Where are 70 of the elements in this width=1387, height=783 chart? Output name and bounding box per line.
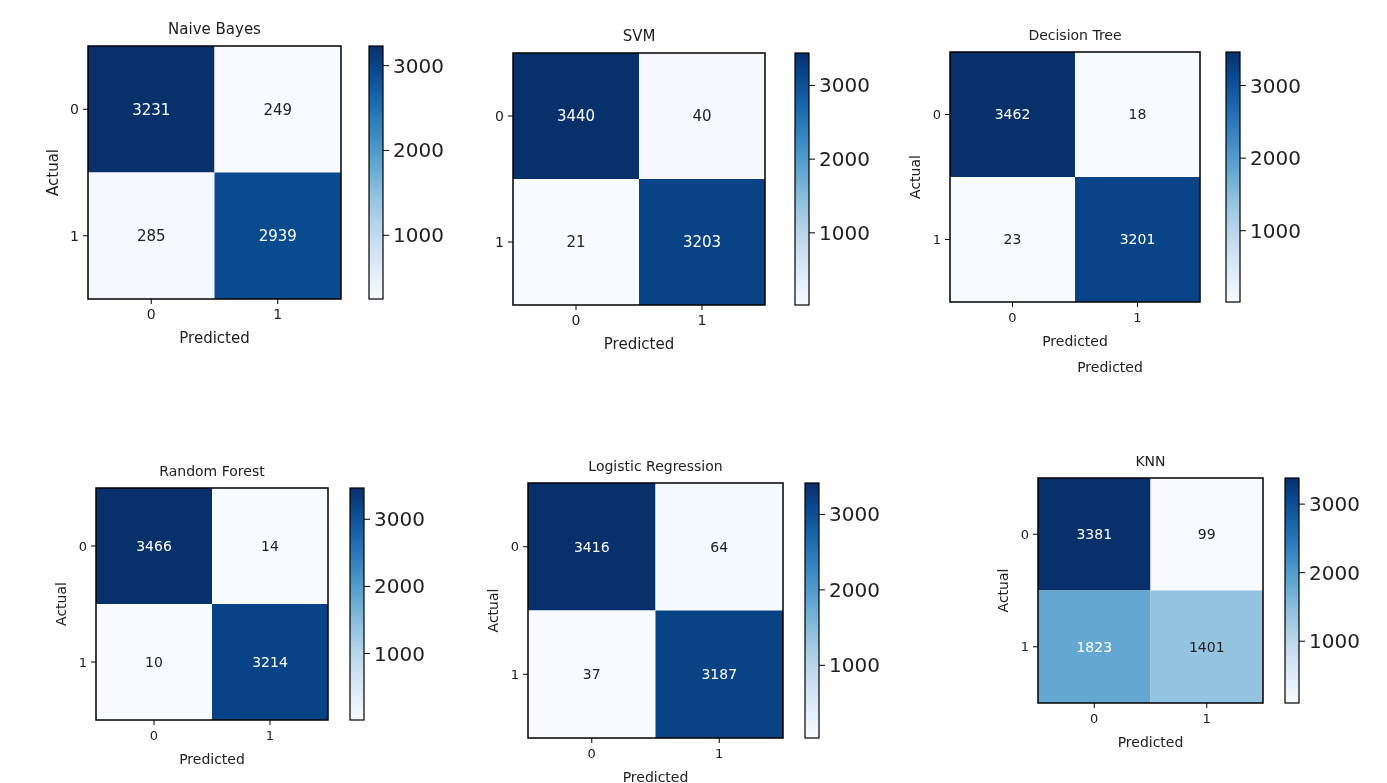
data-label: 21: [566, 233, 586, 252]
data-label: 1823: [1076, 638, 1113, 655]
chart-title: SVM: [622, 27, 656, 45]
color-bar-label: 1000: [1309, 629, 1360, 654]
y-tick-label: 0: [78, 538, 87, 554]
x-axis-title: Predicted: [1117, 734, 1184, 750]
y-tick-label: 1: [78, 654, 87, 670]
data-label: 3462: [994, 106, 1031, 123]
x-tick-label: 0: [146, 306, 156, 322]
color-bar-label: 2000: [1309, 560, 1360, 585]
chart-title: Decision Tree: [1028, 27, 1122, 43]
data-label: 3416: [573, 538, 610, 555]
data-label: 37: [582, 666, 601, 683]
x-tick-label: 1: [273, 306, 283, 322]
chart-title: Naive Bayes: [168, 20, 262, 38]
color-bar-label: 2000: [819, 147, 870, 172]
data-label: 3203: [682, 233, 722, 252]
data-label: 1401: [1188, 638, 1225, 655]
color-bar-label: 2000: [829, 577, 880, 602]
color-bar-label: 3000: [393, 53, 444, 78]
data-label: 249: [263, 100, 293, 119]
data-label: 14: [261, 537, 279, 554]
color-bar-label: 2000: [1250, 146, 1301, 171]
data-label: 3231: [132, 100, 171, 119]
x-tick-label: 0: [1008, 310, 1017, 325]
color-bar-label: 2000: [374, 574, 425, 599]
y-axis-title: Actual: [53, 582, 69, 626]
color-bar-label: 1000: [374, 641, 425, 666]
y-axis-title: Actual: [907, 155, 923, 199]
data-label: 3214: [252, 653, 288, 670]
data-label: 64: [710, 538, 729, 555]
x-axis-title: Predicted: [1042, 333, 1108, 349]
x-axis-title: Predicted: [622, 769, 689, 783]
chart-title: KNN: [1135, 453, 1166, 469]
data-label: 10: [145, 653, 163, 670]
data-label: 285: [136, 227, 166, 245]
color-bar-label: 3000: [829, 502, 880, 527]
data-label: 18: [1128, 106, 1147, 123]
color-bar-label: 1000: [1250, 218, 1301, 243]
data-label: 3201: [1119, 231, 1156, 248]
x-axis-title: Predicted: [179, 751, 245, 767]
chart-title: Logistic Regression: [588, 458, 723, 474]
y-axis-title: Actual: [44, 149, 62, 196]
data-label: 23: [1003, 231, 1022, 248]
x-tick-label: 1: [1133, 310, 1142, 325]
data-label: 3466: [136, 537, 172, 554]
x-tick-label: 1: [697, 312, 707, 328]
data-label: 40: [692, 107, 712, 126]
data-label: 3187: [701, 666, 738, 683]
data-label: 2939: [258, 227, 297, 245]
x-axis-title: Predicted: [603, 335, 675, 353]
color-bar-label: 3000: [1250, 73, 1301, 98]
y-tick-label: 1: [70, 227, 79, 244]
y-tick-label: 0: [70, 101, 79, 118]
color-bar-label: 2000: [393, 138, 444, 163]
color-bar-label: 3000: [1309, 492, 1360, 517]
color-bar-label: 1000: [393, 223, 444, 248]
text: Predicted: [1077, 359, 1143, 375]
color-bar-label: 1000: [819, 220, 870, 245]
data-label: 99: [1197, 526, 1216, 543]
chart-title: Random Forest: [159, 463, 266, 479]
x-axis-title: Predicted: [179, 329, 250, 347]
color-bar-label: 3000: [374, 507, 425, 532]
data-label: 3381: [1076, 526, 1113, 543]
x-tick-label: 0: [571, 312, 581, 328]
color-bar-label: 1000: [829, 653, 880, 678]
y-axis-title: Actual: [995, 568, 1011, 613]
y-axis-title: Actual: [485, 588, 501, 633]
data-label: 3440: [556, 107, 596, 126]
color-bar-label: 3000: [819, 73, 870, 98]
